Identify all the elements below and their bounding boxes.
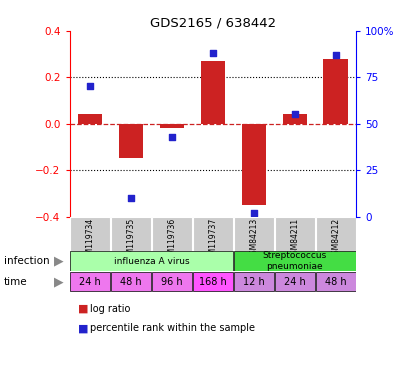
Title: GDS2165 / 638442: GDS2165 / 638442 xyxy=(150,17,276,30)
Bar xyxy=(234,252,356,271)
Bar xyxy=(152,217,192,251)
Bar xyxy=(316,272,356,291)
Bar xyxy=(70,217,110,251)
Bar xyxy=(275,217,315,251)
Text: ■: ■ xyxy=(78,304,88,314)
Bar xyxy=(283,114,307,124)
Text: ■: ■ xyxy=(78,323,88,333)
Point xyxy=(210,50,216,56)
Bar xyxy=(70,252,233,271)
Bar xyxy=(160,124,184,128)
Text: GSM119737: GSM119737 xyxy=(209,218,217,265)
Bar xyxy=(316,217,356,251)
Text: GSM119734: GSM119734 xyxy=(86,218,95,265)
Text: time: time xyxy=(4,276,27,286)
Text: percentile rank within the sample: percentile rank within the sample xyxy=(90,323,255,333)
Text: 48 h: 48 h xyxy=(120,276,142,286)
Bar xyxy=(234,272,274,291)
Bar xyxy=(152,272,192,291)
Text: 12 h: 12 h xyxy=(243,276,265,286)
Text: 96 h: 96 h xyxy=(161,276,183,286)
Text: ▶: ▶ xyxy=(54,255,64,268)
Bar xyxy=(78,114,102,124)
Text: GSM119736: GSM119736 xyxy=(168,218,176,265)
Text: ▶: ▶ xyxy=(54,275,64,288)
Point xyxy=(251,210,257,216)
Bar xyxy=(70,272,110,291)
Text: 24 h: 24 h xyxy=(284,276,306,286)
Text: log ratio: log ratio xyxy=(90,304,130,314)
Point xyxy=(333,52,339,58)
Bar xyxy=(119,124,143,159)
Bar xyxy=(111,217,151,251)
Point xyxy=(292,111,298,118)
Text: Streptococcus
pneumoniae: Streptococcus pneumoniae xyxy=(263,251,327,271)
Text: 48 h: 48 h xyxy=(325,276,347,286)
Bar xyxy=(234,217,274,251)
Text: GSM84213: GSM84213 xyxy=(250,218,258,260)
Text: 168 h: 168 h xyxy=(199,276,227,286)
Text: 24 h: 24 h xyxy=(79,276,101,286)
Bar xyxy=(242,124,266,205)
Text: GSM119735: GSM119735 xyxy=(127,218,136,265)
Bar xyxy=(201,61,225,124)
Text: GSM84211: GSM84211 xyxy=(290,218,299,259)
Point xyxy=(128,195,134,201)
Bar xyxy=(193,217,233,251)
Text: GSM84212: GSM84212 xyxy=(331,218,340,259)
Bar xyxy=(111,272,151,291)
Point xyxy=(87,83,93,89)
Bar xyxy=(324,59,348,124)
Bar xyxy=(193,272,233,291)
Point xyxy=(169,134,175,140)
Text: influenza A virus: influenza A virus xyxy=(114,257,189,265)
Text: infection: infection xyxy=(4,256,50,266)
Bar xyxy=(275,272,315,291)
